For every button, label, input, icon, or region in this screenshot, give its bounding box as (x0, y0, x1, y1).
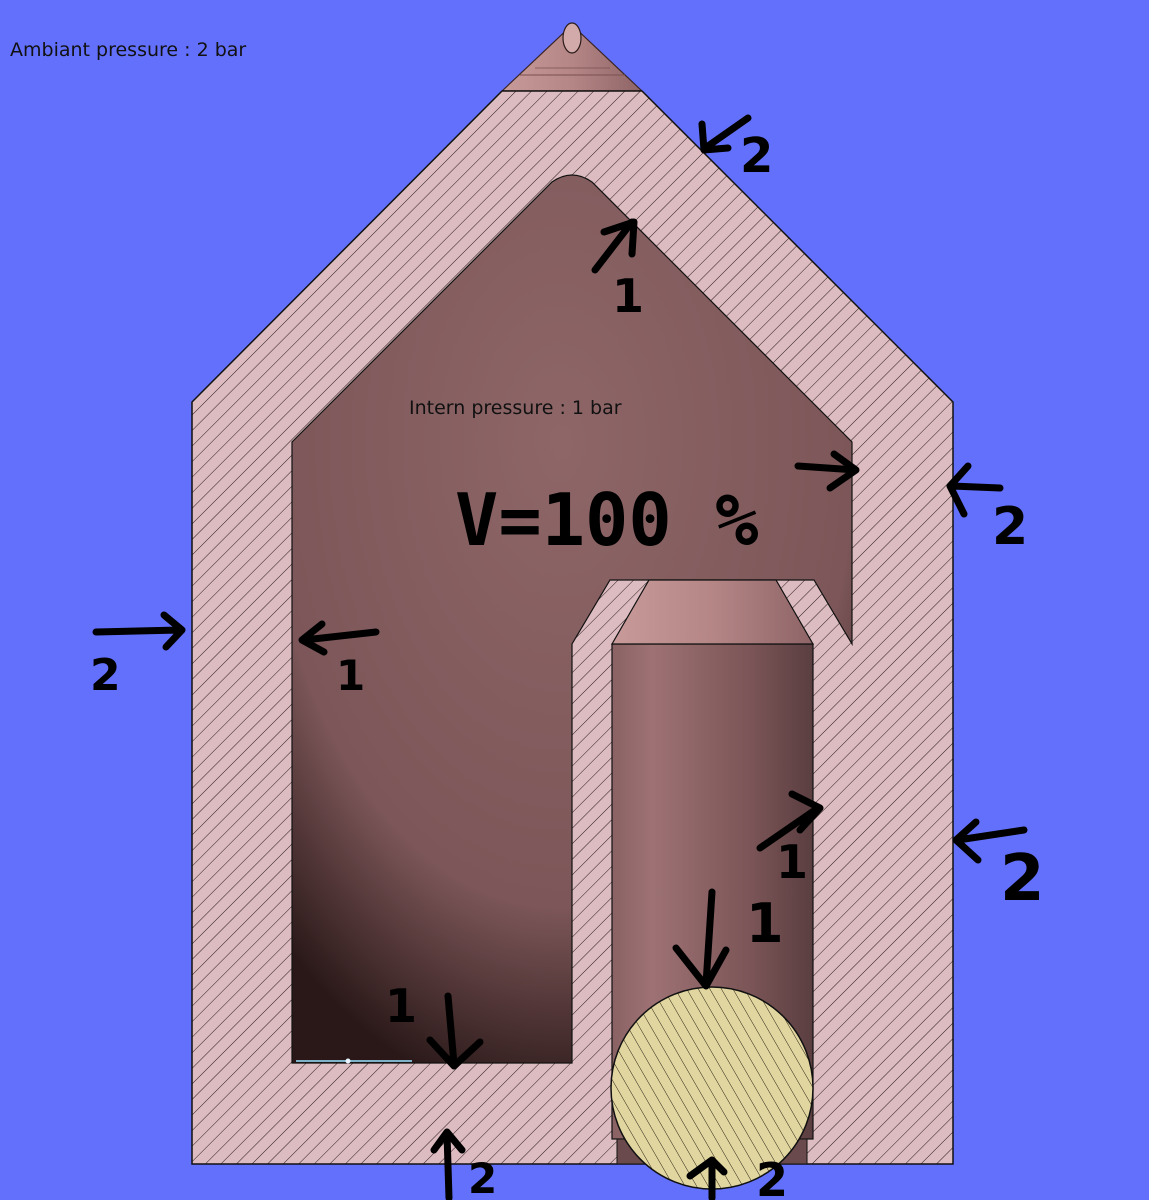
mark-outside-right-upper: 2 (992, 497, 1028, 557)
floor-dot (345, 1058, 351, 1064)
mark-outside-bottom-right: 2 (756, 1153, 788, 1200)
inner-cavity (291, 174, 853, 1064)
arrow-outside-right-lower (952, 818, 1028, 864)
mark-outside-top-right: 2 (740, 128, 773, 184)
mark-inside-left: 1 (336, 651, 365, 700)
intern-pressure-label: Intern pressure : 1 bar (409, 397, 622, 419)
arrow-outside-ball (686, 1156, 728, 1200)
mark-outside-right-lower: 2 (1000, 842, 1045, 916)
mark-inside-floor: 1 (385, 979, 417, 1033)
arrow-outside-left (92, 611, 186, 651)
mark-inside-top: 1 (612, 269, 644, 323)
arrow-inside-floor (426, 992, 484, 1070)
volume-label: V=100 % (455, 478, 758, 562)
arrow-outside-right-upper (946, 462, 1004, 518)
mark-outside-bottom-left: 2 (468, 1154, 497, 1200)
arrow-inside-left (298, 620, 380, 656)
arrow-outside-top-right (698, 114, 752, 154)
arrow-outside-bottom (430, 1128, 466, 1200)
arrow-inside-tube (756, 790, 824, 852)
mark-outside-left: 2 (90, 650, 121, 701)
mark-inside-ball: 1 (746, 892, 784, 955)
arrow-inside-ball (672, 888, 730, 990)
arrow-inside-right (794, 450, 860, 492)
mark-inside-tube: 1 (776, 835, 808, 889)
top-cap (500, 22, 644, 92)
ambient-pressure-label: Ambiant pressure : 2 bar (10, 39, 246, 61)
arrow-inside-top (591, 218, 638, 274)
